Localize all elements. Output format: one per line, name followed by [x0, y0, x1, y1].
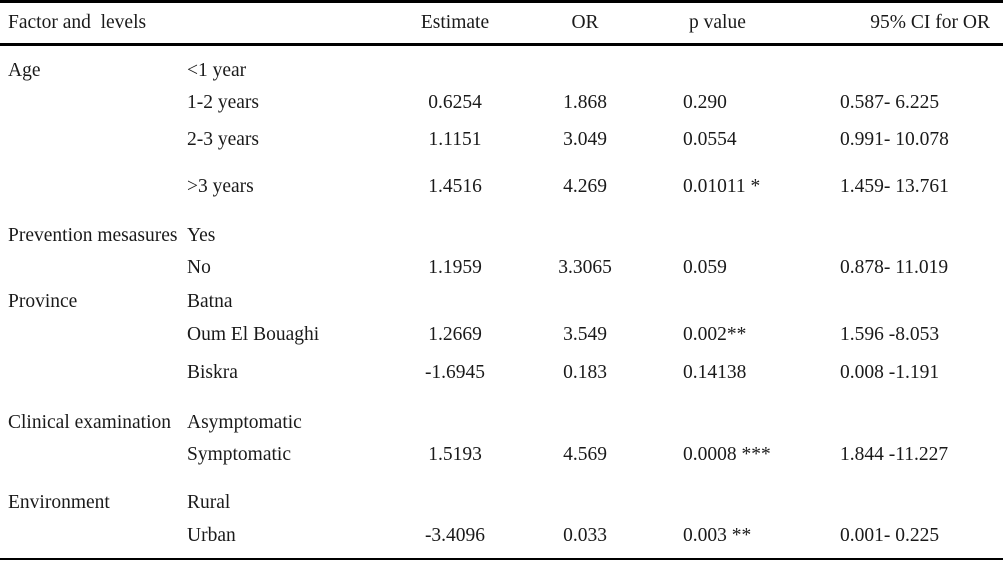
p-value-cell: 0.0554: [683, 128, 737, 150]
estimate-cell: 1.4516: [428, 175, 482, 197]
level-cell: No: [187, 256, 211, 278]
estimate-cell: [395, 412, 515, 444]
or-cell: [515, 45, 655, 92]
level-cell: Asymptomatic: [187, 411, 302, 433]
level-cell: Oum El Bouaghi: [187, 323, 320, 345]
p-value-cell: 0.14138: [683, 361, 747, 383]
estimate-cell: 1.2669: [428, 323, 482, 345]
column-header-p-value: p value: [655, 1, 830, 46]
estimate-cell: 1.1151: [428, 128, 482, 150]
ci-cell: 0.008 -1.191: [840, 361, 940, 383]
or-cell: [515, 492, 655, 525]
table-row: 2-3 years 1.1151 3.049 0.0554 0.991- 10.…: [0, 129, 1003, 176]
factor-cell: [0, 362, 180, 412]
table-row: Urban -3.4096 0.033 0.003 ** 0.001- 0.22…: [0, 525, 1003, 559]
p-value-cell: [655, 225, 830, 257]
factor-cell: [0, 92, 180, 129]
p-value-cell: 0.003 **: [683, 524, 752, 546]
or-cell: 4.269: [563, 175, 607, 197]
level-cell: Batna: [187, 290, 233, 312]
factor-cell: Prevention mesasures: [8, 224, 178, 246]
p-value-cell: 0.01011 *: [683, 175, 761, 197]
factor-cell: [0, 129, 180, 176]
or-cell: 1.868: [563, 91, 607, 113]
ci-cell: 1.459- 13.761: [840, 175, 949, 197]
ci-cell: 1.844 -11.227: [840, 443, 949, 465]
estimate-cell: 1.5193: [428, 443, 482, 465]
factor-cell: Clinical examination: [8, 411, 171, 433]
level-cell: Urban: [187, 524, 236, 546]
ci-cell: 0.587- 6.225: [840, 91, 940, 113]
ci-cell: 1.596 -8.053: [840, 323, 940, 345]
factor-cell: Province: [8, 290, 78, 312]
ci-cell: [830, 45, 1003, 92]
factor-cell: Environment: [8, 491, 110, 513]
table-row: No 1.1959 3.3065 0.059 0.878- 11.019: [0, 257, 1003, 291]
ci-cell: 0.991- 10.078: [840, 128, 949, 150]
factor-cell: [0, 324, 180, 362]
estimate-cell: -3.4096: [424, 524, 486, 546]
table-row: Biskra -1.6945 0.183 0.14138 0.008 -1.19…: [0, 362, 1003, 412]
table-row: Oum El Bouaghi 1.2669 3.549 0.002** 1.59…: [0, 324, 1003, 362]
p-value-cell: 0.290: [683, 91, 727, 113]
column-header-ci: 95% CI for OR: [830, 1, 1003, 46]
column-header-estimate: Estimate: [395, 1, 515, 46]
p-value-cell: 0.002**: [683, 323, 747, 345]
estimate-cell: 1.1959: [428, 256, 482, 278]
estimate-cell: [395, 492, 515, 525]
p-value-cell: [655, 412, 830, 444]
p-value-cell: [655, 492, 830, 525]
or-cell: 3.049: [563, 128, 607, 150]
factor-cell: [0, 525, 180, 559]
estimate-cell: [395, 291, 515, 324]
level-cell: Biskra: [187, 361, 238, 383]
ci-cell: 0.001- 0.225: [840, 524, 940, 546]
table-row: 1-2 years 0.6254 1.868 0.290 0.587- 6.22…: [0, 92, 1003, 129]
table-row: Clinical examination Asymptomatic: [0, 412, 1003, 444]
ci-cell: [830, 291, 1003, 324]
factor-cell: [0, 444, 180, 492]
ci-cell: 0.878- 11.019: [840, 256, 949, 278]
p-value-cell: 0.059: [683, 256, 727, 278]
ci-cell: [830, 412, 1003, 444]
estimate-cell: [395, 45, 515, 92]
factor-cell: [0, 257, 180, 291]
or-cell: 0.033: [563, 524, 607, 546]
p-value-cell: [655, 291, 830, 324]
or-cell: 0.183: [563, 361, 607, 383]
ci-cell: [830, 492, 1003, 525]
table-row: Province Batna: [0, 291, 1003, 324]
estimate-cell: [395, 225, 515, 257]
table-row: Age <1 year: [0, 45, 1003, 92]
factor-cell: Age: [8, 60, 41, 81]
level-cell: >3 years: [187, 175, 254, 197]
or-cell: [515, 291, 655, 324]
level-cell: Yes: [187, 224, 216, 246]
estimate-cell: -1.6945: [424, 361, 486, 383]
p-value-cell: [655, 45, 830, 92]
level-cell: Rural: [187, 491, 231, 513]
table-row: Prevention mesasures Yes: [0, 225, 1003, 257]
level-cell: Symptomatic: [187, 443, 291, 465]
header-row: Factor and levels Estimate OR p value 95…: [0, 1, 1003, 46]
column-header-or: OR: [515, 1, 655, 46]
or-cell: 3.549: [563, 323, 607, 345]
table-row: Symptomatic 1.5193 4.569 0.0008 *** 1.84…: [0, 444, 1003, 492]
level-cell: 1-2 years: [187, 91, 260, 113]
table-row: >3 years 1.4516 4.269 0.01011 * 1.459- 1…: [0, 176, 1003, 225]
level-cell: <1 year: [187, 60, 247, 81]
or-cell: 4.569: [563, 443, 607, 465]
or-cell: 3.3065: [558, 256, 612, 278]
level-cell: 2-3 years: [187, 128, 260, 150]
estimate-cell: 0.6254: [428, 91, 482, 113]
ci-cell: [830, 225, 1003, 257]
table-row: Environment Rural: [0, 492, 1003, 525]
p-value-cell: 0.0008 ***: [683, 443, 771, 465]
column-header-factor-levels: Factor and levels: [0, 1, 395, 46]
or-cell: [515, 225, 655, 257]
or-cell: [515, 412, 655, 444]
factor-cell: [0, 176, 180, 225]
